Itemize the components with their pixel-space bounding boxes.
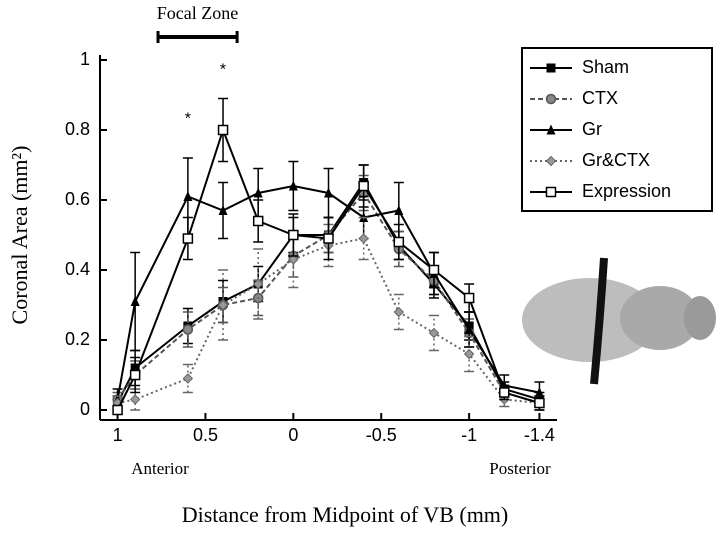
x-tick-label: -1 (461, 425, 477, 445)
posterior-label: Posterior (489, 459, 551, 478)
brain-illustration (522, 257, 716, 385)
marker (182, 233, 194, 244)
marker (394, 205, 404, 215)
marker (288, 229, 299, 241)
marker (534, 387, 544, 397)
y-tick-label: 0.2 (65, 329, 90, 349)
series-line (117, 237, 540, 404)
y-tick-label: 0 (80, 399, 90, 419)
marker (323, 233, 334, 244)
marker (253, 187, 263, 198)
legend-label: Sham (582, 57, 629, 77)
legend: Sham CTX Gr Gr&CTX Expression (521, 47, 713, 212)
marker (182, 373, 194, 384)
x-tick-label: 0.5 (193, 425, 218, 445)
marker (182, 324, 194, 335)
focal-zone-label: Focal Zone (157, 3, 238, 23)
legend-label: Gr (582, 119, 602, 139)
significance-mark: * (220, 62, 226, 79)
x-tick-label: 1 (113, 425, 123, 445)
marker (288, 180, 298, 191)
marker (464, 324, 474, 334)
legend-label: Expression (582, 181, 671, 201)
marker (534, 397, 545, 409)
legend-label: Gr&CTX (582, 150, 650, 170)
y-tick-label: 0.8 (65, 119, 90, 139)
marker (324, 187, 333, 198)
marker (288, 254, 299, 265)
marker (252, 278, 264, 290)
y-tick-label: 0.4 (65, 259, 90, 279)
marker (393, 236, 405, 248)
x-tick-label: -1.4 (524, 425, 555, 445)
marker (393, 306, 405, 318)
marker (428, 327, 440, 339)
y-axis-label: Coronal Area (mm²) (7, 146, 32, 325)
marker (130, 296, 140, 306)
marker (358, 233, 369, 244)
y-tick-label: 0.6 (65, 189, 90, 209)
marker (129, 369, 141, 381)
y-tick-label: 1 (80, 49, 90, 69)
x-axis-label: Distance from Midpoint of VB (mm) (182, 502, 509, 527)
x-tick-label: -0.5 (366, 425, 397, 445)
marker (252, 215, 264, 227)
marker (428, 264, 440, 276)
marker (112, 404, 123, 416)
marker (463, 348, 475, 360)
marker (129, 394, 141, 405)
x-tick-label: 0 (288, 425, 298, 445)
legend-label: CTX (582, 88, 618, 108)
anterior-label: Anterior (131, 459, 189, 478)
marker (545, 93, 557, 105)
marker (183, 191, 193, 201)
marker (499, 387, 510, 398)
marker (546, 124, 556, 135)
marker (217, 299, 229, 311)
marker (217, 124, 229, 136)
marker (545, 186, 557, 198)
marker (463, 292, 475, 304)
significance-mark: * (185, 111, 191, 128)
marker (358, 180, 369, 192)
marker (218, 205, 228, 215)
marker (545, 155, 557, 167)
marker (546, 63, 556, 73)
